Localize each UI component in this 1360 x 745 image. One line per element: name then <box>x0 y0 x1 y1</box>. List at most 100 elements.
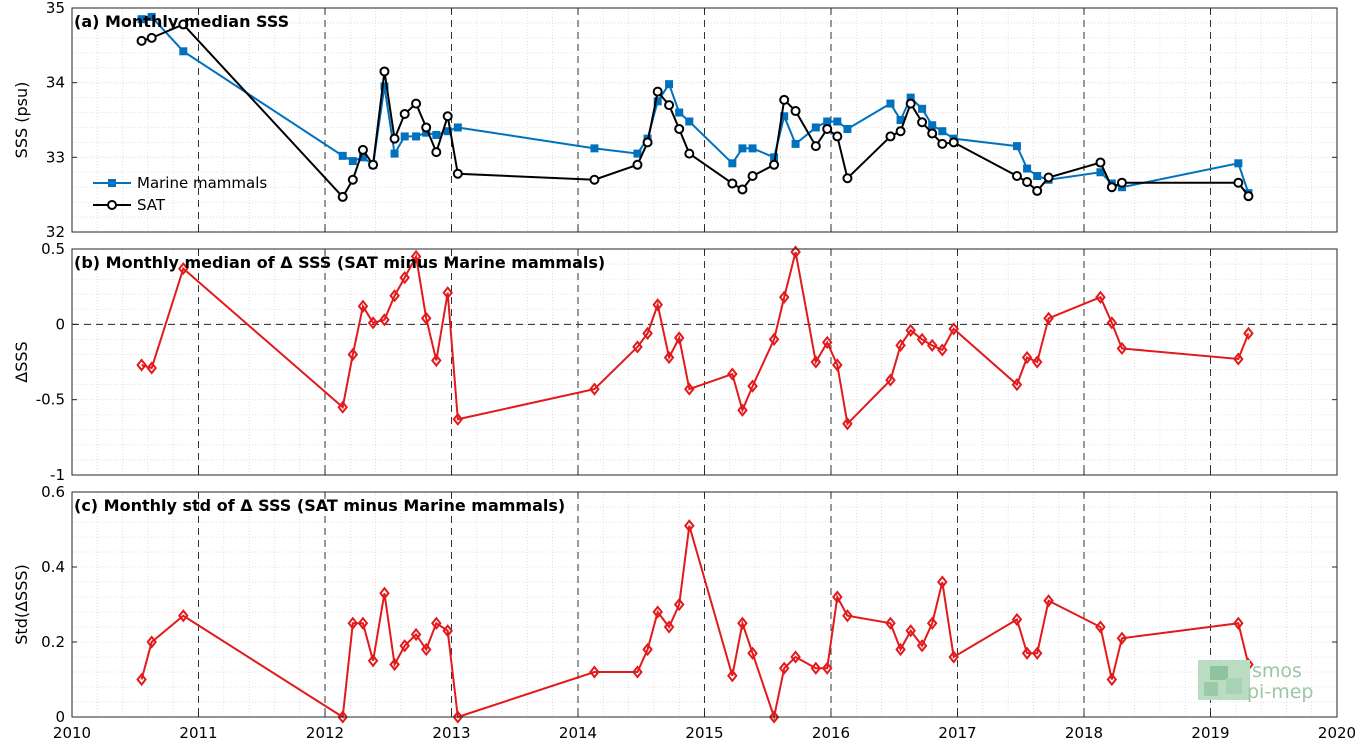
data-point <box>431 616 442 630</box>
data-point <box>790 650 801 664</box>
data-point <box>1095 620 1106 634</box>
x-tick-label: 2014 <box>559 724 597 742</box>
data-point <box>948 322 959 336</box>
data-point <box>442 286 453 300</box>
data-point <box>452 412 464 426</box>
y-tick-label: 33 <box>46 148 65 166</box>
data-point <box>412 132 421 141</box>
data-point <box>1043 172 1054 183</box>
data-point <box>389 289 400 303</box>
data-point <box>905 323 916 337</box>
data-point <box>1012 142 1021 151</box>
data-point <box>905 624 916 638</box>
data-point <box>380 82 389 91</box>
data-point <box>665 80 674 89</box>
logo-text-smos: smos <box>1252 660 1302 682</box>
data-point <box>1022 176 1033 187</box>
legend-label: Marine mammals <box>137 174 267 192</box>
data-point <box>146 361 157 375</box>
data-point <box>452 710 464 724</box>
data-point <box>348 157 357 166</box>
data-point <box>642 642 653 657</box>
data-point <box>747 646 758 660</box>
data-point <box>1021 350 1033 365</box>
data-point <box>779 94 790 105</box>
data-point <box>146 635 157 649</box>
minor-grid <box>71 7 1338 233</box>
data-point <box>810 661 822 675</box>
data-point <box>389 657 400 672</box>
data-point <box>1023 164 1032 173</box>
data-point <box>432 130 441 139</box>
data-point <box>652 86 663 97</box>
year-boundaries <box>198 249 1211 475</box>
data-point <box>1095 157 1106 168</box>
data-point <box>1032 185 1043 196</box>
x-tick-label: 2011 <box>179 724 217 742</box>
data-point <box>1043 311 1054 325</box>
data-point <box>895 338 906 353</box>
data-point <box>431 147 442 158</box>
y-tick-label: 0.4 <box>41 558 65 576</box>
data-point <box>642 326 653 340</box>
data-point <box>178 609 189 623</box>
data-point <box>790 106 801 117</box>
data-point <box>832 131 843 142</box>
data-point <box>337 400 348 414</box>
data-point <box>1233 352 1244 366</box>
series-delta <box>136 245 1254 431</box>
data-point <box>833 117 842 126</box>
y-axis-label: SSS (psu) <box>12 82 31 159</box>
year-boundaries <box>198 8 1211 232</box>
data-point <box>727 367 738 381</box>
data-point <box>842 173 853 184</box>
data-point <box>937 343 948 357</box>
x-tick-label: 2019 <box>1191 724 1229 742</box>
data-point <box>663 620 675 634</box>
data-point <box>1233 616 1244 630</box>
data-point <box>768 332 780 347</box>
data-point <box>347 174 358 185</box>
y-tick-label: 32 <box>46 223 65 241</box>
data-point <box>400 132 409 141</box>
data-point <box>737 184 748 195</box>
data-point <box>411 98 422 109</box>
data-point <box>1043 594 1054 608</box>
data-point <box>811 123 820 132</box>
data-point <box>684 382 695 396</box>
data-point <box>778 661 790 675</box>
y-tick-label: 0 <box>55 315 65 333</box>
logo-mark-icon <box>1198 660 1250 700</box>
y-tick-label: 0.5 <box>41 240 65 258</box>
data-point <box>918 104 927 113</box>
x-tick-label: 2017 <box>938 724 976 742</box>
smos-pimep-logo: smos pi-mep <box>1198 660 1313 703</box>
x-tick-label: 2020 <box>1318 724 1356 742</box>
data-point <box>885 131 896 142</box>
data-point <box>357 144 368 155</box>
data-point <box>1243 191 1254 202</box>
data-point <box>926 616 938 630</box>
data-point <box>420 311 432 325</box>
data-point <box>652 298 663 312</box>
logo-text-pimep: pi-mep <box>1247 681 1313 703</box>
data-point <box>832 590 843 604</box>
panel-a: 32 33 34 35 SSS (psu) (a) Monthly median SSS M… <box>12 0 1338 241</box>
data-point <box>1095 290 1106 304</box>
data-point <box>379 586 390 600</box>
data-point <box>1106 182 1117 193</box>
data-point <box>1011 612 1023 627</box>
panel-b: -1 -0.5 0 0.5 ΔSSS (b) Monthly median of Δ SS… <box>12 240 1338 484</box>
data-point <box>368 159 379 170</box>
data-point <box>453 123 462 132</box>
data-point <box>399 271 410 285</box>
data-point <box>769 159 780 170</box>
data-point <box>823 117 832 126</box>
data-point <box>137 15 146 24</box>
data-point <box>895 642 906 657</box>
ticks: -1 -0.5 0 0.5 <box>36 240 1338 484</box>
y-tick-label: -1 <box>50 466 65 484</box>
data-point <box>810 355 822 369</box>
ticks: 32 33 34 35 <box>46 0 1338 241</box>
data-point <box>410 627 422 642</box>
